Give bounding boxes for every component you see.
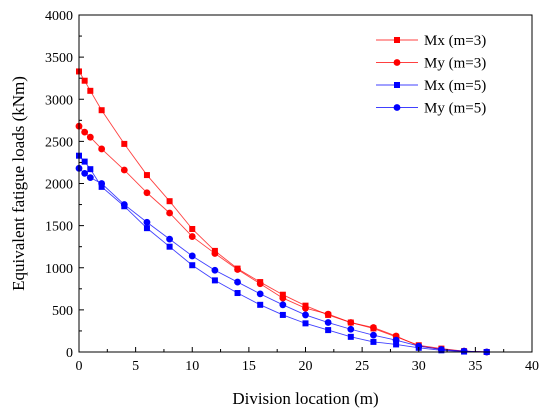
legend-marker — [393, 59, 401, 66]
x-tick-label: 35 — [468, 359, 482, 374]
data-point — [189, 262, 196, 269]
data-point — [98, 180, 106, 187]
legend-entry-1: My (m=3) — [376, 56, 486, 72]
x-tick-label: 40 — [525, 359, 539, 374]
data-point — [87, 87, 94, 94]
data-point — [211, 250, 219, 257]
x-tick-label: 20 — [299, 359, 313, 374]
y-tick-label: 0 — [66, 346, 73, 361]
data-point — [98, 145, 106, 153]
data-point — [347, 325, 355, 333]
y-tick-label: 2500 — [45, 135, 73, 150]
legend-label: My (m=5) — [424, 101, 486, 117]
series-line — [78, 155, 487, 353]
data-point — [370, 331, 377, 339]
data-point — [370, 338, 377, 345]
series-3 — [75, 164, 491, 356]
y-tick-label: 3500 — [45, 51, 73, 66]
data-point — [86, 133, 94, 141]
data-point — [166, 243, 173, 250]
data-point — [234, 266, 241, 273]
x-tick-label: 25 — [355, 359, 369, 374]
x-tick-label: 10 — [185, 359, 199, 374]
data-point — [393, 341, 400, 348]
legend-entry-3: My (m=5) — [376, 101, 486, 117]
data-point — [81, 169, 89, 177]
data-point — [86, 174, 94, 182]
legend-marker — [393, 104, 401, 111]
x-tick-label: 5 — [132, 359, 139, 374]
data-point — [279, 294, 287, 302]
data-point — [256, 280, 264, 288]
data-point — [120, 201, 128, 208]
data-point — [121, 140, 128, 147]
data-point — [188, 252, 196, 260]
x-axis-title: Division location (m) — [232, 389, 378, 408]
legend-marker — [394, 82, 400, 88]
y-tick-label: 500 — [52, 304, 73, 319]
legend-label: Mx (m=3) — [424, 33, 486, 49]
data-point — [302, 311, 309, 319]
data-point — [347, 333, 354, 340]
data-point — [188, 233, 196, 240]
data-point — [279, 311, 286, 318]
series-line — [78, 167, 487, 353]
data-point — [87, 166, 94, 173]
data-point — [302, 320, 309, 327]
y-tick-label: 3000 — [45, 93, 73, 108]
data-point — [324, 310, 332, 318]
data-point — [460, 347, 468, 355]
y-tick-label: 1000 — [45, 262, 73, 277]
data-point — [81, 158, 88, 165]
data-point — [211, 277, 218, 284]
series-line — [78, 125, 487, 353]
data-point — [166, 198, 173, 205]
data-point — [347, 319, 355, 326]
data-point — [234, 278, 241, 286]
data-point — [81, 77, 88, 84]
data-point — [120, 166, 128, 174]
series-1 — [75, 122, 491, 356]
data-point — [257, 301, 264, 308]
y-tick-label: 1500 — [45, 220, 73, 235]
legend-marker — [394, 37, 400, 43]
data-point — [166, 235, 174, 243]
x-tick-label: 15 — [242, 359, 256, 374]
data-point — [211, 266, 219, 274]
x-tick-label: 30 — [412, 359, 426, 374]
data-point — [392, 336, 400, 344]
y-tick-label: 2000 — [45, 178, 73, 193]
data-point — [143, 225, 150, 232]
y-tick-label: 4000 — [45, 9, 73, 24]
data-point — [370, 324, 377, 331]
data-point — [98, 107, 105, 114]
legend-entry-0: Mx (m=3) — [376, 33, 486, 49]
data-point — [279, 301, 287, 309]
data-point — [415, 342, 423, 350]
data-point — [325, 327, 332, 334]
data-point — [302, 304, 309, 312]
y-axis-title: Equivalent fatigue loads (kNm) — [9, 76, 28, 291]
legend-entry-2: Mx (m=5) — [376, 78, 486, 94]
series-2 — [76, 152, 490, 355]
data-point — [234, 290, 241, 297]
legend-label: Mx (m=5) — [424, 78, 486, 94]
data-point — [143, 218, 151, 226]
data-point — [256, 290, 264, 298]
legend-label: My (m=3) — [424, 56, 486, 72]
data-point — [143, 189, 151, 197]
data-point — [81, 128, 89, 136]
x-tick-label: 0 — [76, 359, 83, 374]
data-point — [189, 225, 196, 232]
data-point — [438, 346, 445, 353]
data-point — [324, 319, 332, 326]
data-point — [143, 172, 150, 179]
data-point — [166, 209, 174, 217]
